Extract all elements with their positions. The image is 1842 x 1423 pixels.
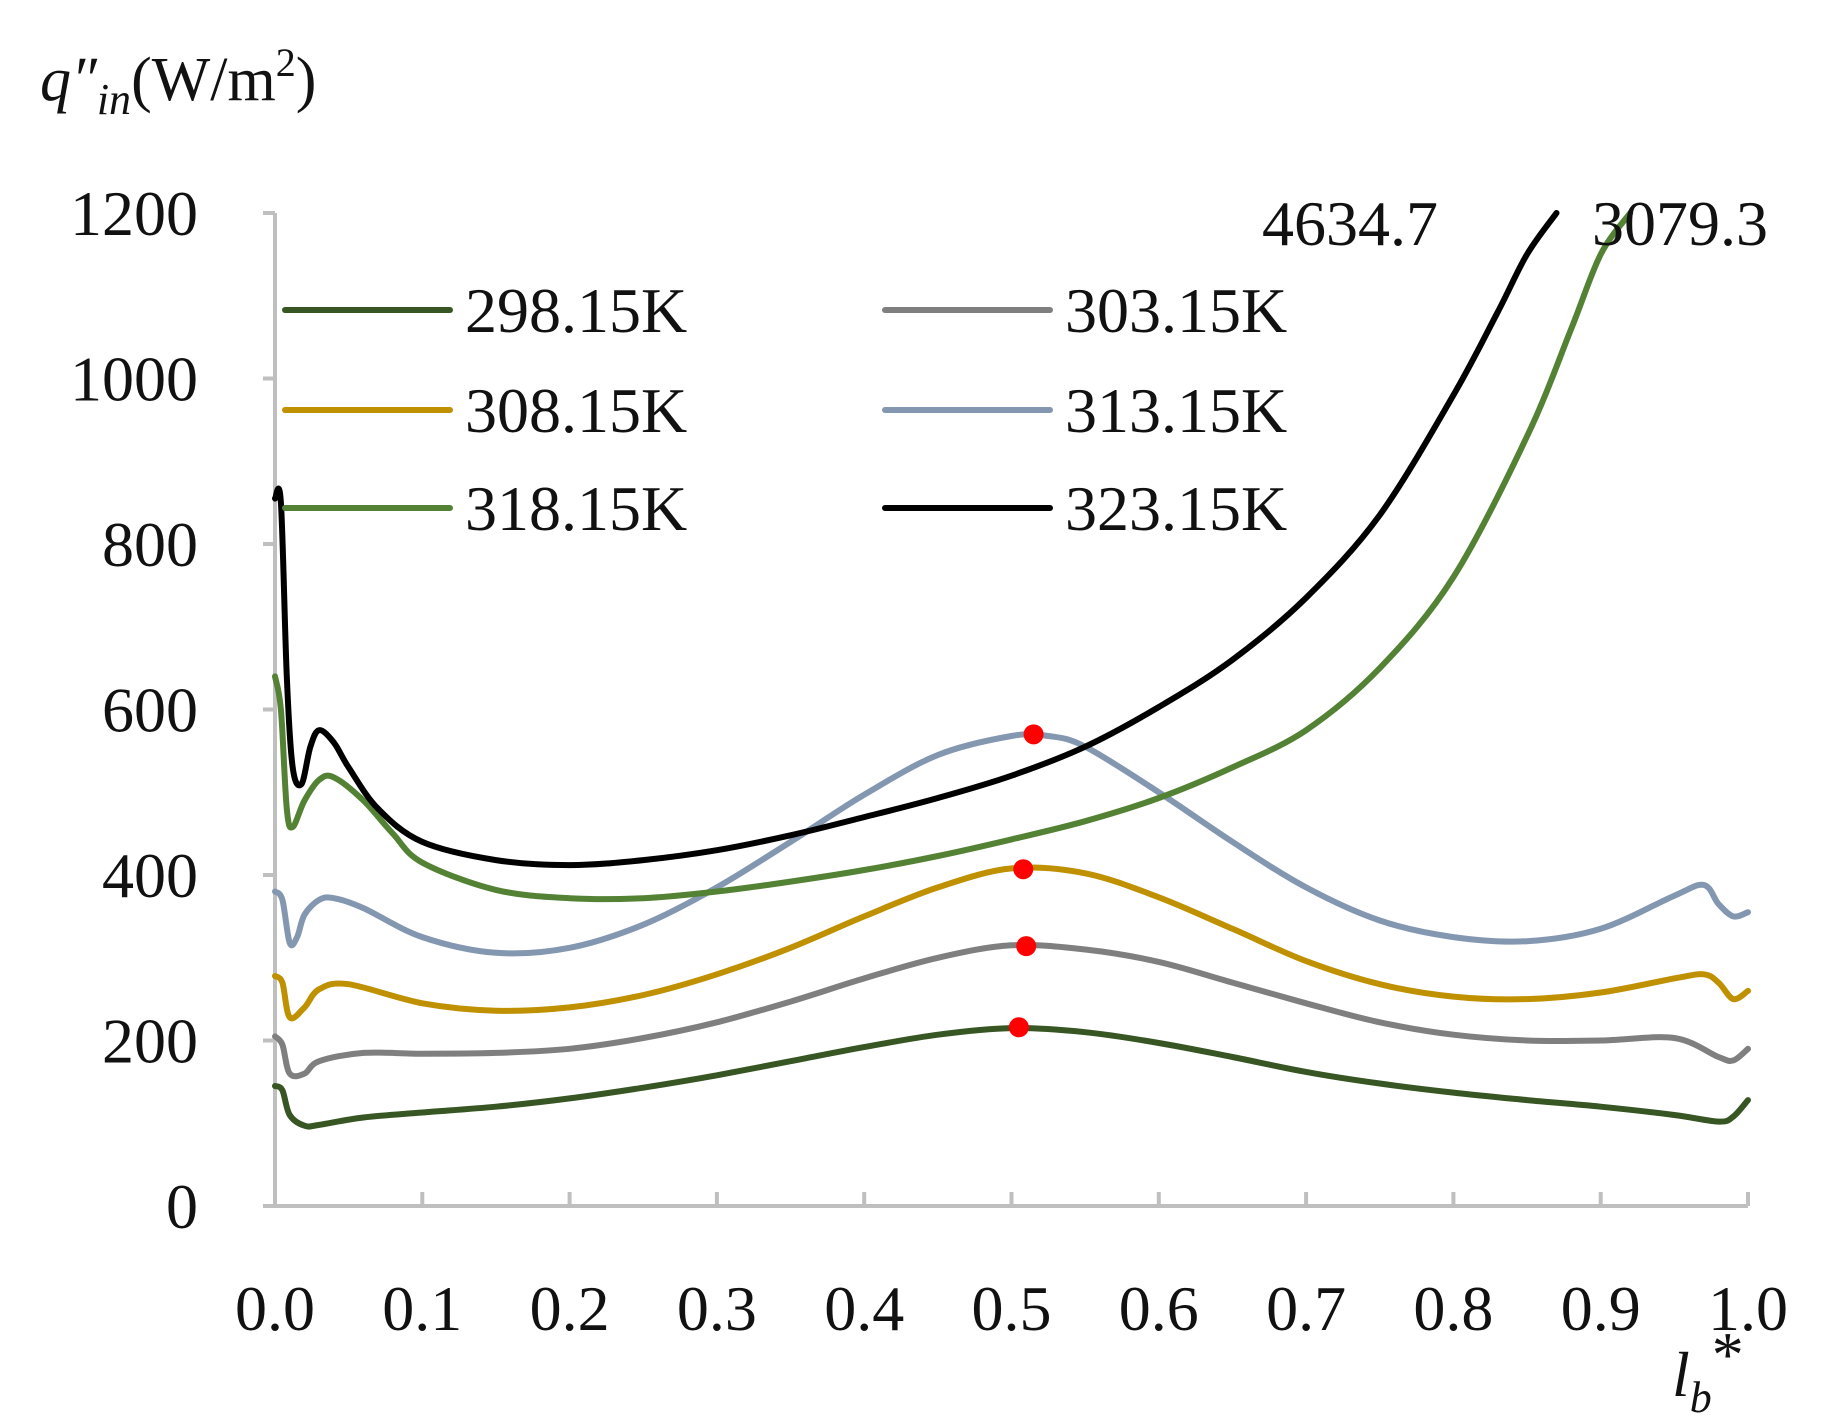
series-lines [272, 210, 1751, 1130]
legend-label: 318.15K [465, 473, 687, 544]
y-tick-label: 600 [102, 675, 198, 746]
series-line-313-15k [272, 731, 1751, 957]
series-line-298-15k [272, 1025, 1751, 1130]
legend: 298.15K 303.15K 308.15K 313.15K 318.15K 323.1… [282, 275, 1287, 544]
y-tick-label: 200 [102, 1006, 198, 1077]
y-axis-label-q: q″ [40, 46, 98, 114]
x-axis-label-star: * [1712, 1319, 1744, 1390]
y-tick-label: 1000 [70, 344, 198, 415]
x-tick-label: 0.5 [972, 1273, 1052, 1344]
x-axis-label-l: l [1672, 1339, 1690, 1410]
x-tick-label: 0.4 [824, 1273, 904, 1344]
y-tick-label: 800 [102, 509, 198, 580]
peak-markers [1008, 724, 1044, 1038]
x-tick-label: 0.1 [382, 1273, 462, 1344]
series-line-318-15k [272, 210, 1634, 903]
legend-label: 308.15K [465, 375, 687, 446]
peak-marker-298-15k [1008, 1017, 1029, 1038]
x-axis-label: lb* [1672, 1319, 1744, 1422]
series-line-308-15k [272, 864, 1751, 1022]
legend-label: 303.15K [1065, 275, 1287, 346]
series-line-303-15k [272, 941, 1751, 1080]
y-tick-label: 400 [102, 840, 198, 911]
series-line-323-15k [272, 210, 1560, 869]
y-tick-label: 0 [166, 1171, 198, 1242]
x-tick-label: 0.3 [677, 1273, 757, 1344]
y-axis-label-unit-post: ) [296, 46, 317, 114]
x-tick-label: 0.0 [235, 1273, 315, 1344]
peak-marker-303-15k [1016, 936, 1037, 957]
legend-label: 323.15K [1065, 473, 1287, 544]
y-axis-label-sub: in [97, 75, 131, 124]
legend-label: 298.15K [465, 275, 687, 346]
peak-marker-308-15k [1013, 859, 1034, 880]
legend-label: 313.15K [1065, 375, 1287, 446]
x-tick-label: 0.2 [530, 1273, 610, 1344]
peak-marker-313-15k [1023, 724, 1044, 745]
y-axis-label: q″in(W/m2) [40, 40, 316, 124]
annotation-323-15k-max: 4634.7 [1262, 188, 1438, 259]
x-axis-label-sub: b [1690, 1373, 1712, 1422]
x-tick-label: 0.7 [1266, 1273, 1346, 1344]
annotation-318-15k-max: 3079.3 [1592, 188, 1768, 259]
x-tick-label: 0.6 [1119, 1273, 1199, 1344]
y-axis-label-unit-sup: 2 [276, 40, 296, 85]
x-tick-label: 0.8 [1413, 1273, 1493, 1344]
axes: 0 200 400 600 800 1000 1200 0.0 0.1 0.2 0.3 0.4 0.5 0… [70, 178, 1788, 1344]
y-axis-label-unit-pre: (W/m [131, 46, 276, 114]
y-tick-label: 1200 [70, 178, 198, 249]
x-tick-label: 1.0 [1708, 1273, 1788, 1344]
x-tick-label: 0.9 [1561, 1273, 1641, 1344]
